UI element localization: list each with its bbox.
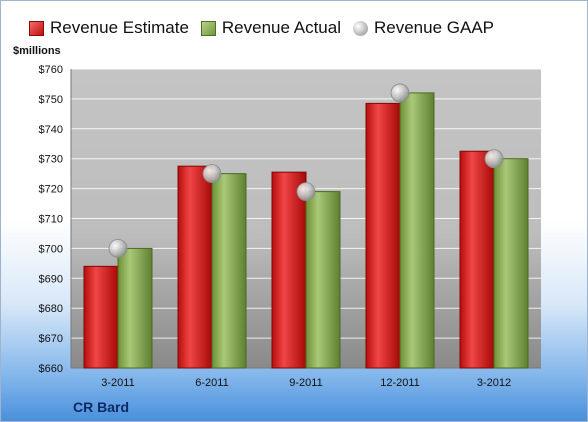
marker-revenue-gaap [296, 182, 316, 201]
marker-revenue-gaap [390, 83, 410, 103]
bar-revenue-estimate [459, 150, 495, 369]
y-axis-unit-label: $millions [13, 45, 61, 57]
x-axis-ticks: 3-2011 6-2011 9-2011 12-2011 3-2012 [101, 377, 511, 389]
bar-revenue-actual [305, 191, 341, 369]
marker-revenue-gaap [484, 149, 504, 169]
y-tick-label: $670 [39, 333, 63, 345]
x-tick-label: 3-2012 [477, 377, 511, 389]
legend-item-actual: Revenue Actual [200, 18, 341, 38]
bar-revenue-estimate [271, 171, 307, 369]
y-axis-ticks: $660 $670 $680 $690 $700 $710 $720 $730 $740 $750… [39, 64, 63, 375]
x-tick-label: 9-2011 [289, 377, 322, 389]
gaap-markers [108, 83, 504, 258]
y-tick-label: $710 [39, 214, 63, 226]
y-tick-label: $700 [39, 243, 63, 255]
bar-revenue-estimate [177, 165, 213, 369]
legend: Revenue Estimate Revenue Actual Revenue … [29, 15, 506, 41]
bar-revenue-actual [493, 158, 529, 369]
x-tick-label: 6-2011 [195, 377, 228, 389]
marker-revenue-gaap [108, 238, 128, 258]
marker-revenue-gaap [202, 164, 222, 184]
legend-label-estimate: Revenue Estimate [50, 18, 189, 37]
legend-item-gaap: Revenue GAAP [353, 18, 494, 38]
bar-revenue-actual [211, 173, 247, 369]
bar-revenue-estimate [365, 102, 401, 369]
company-name: CR Bard [73, 399, 130, 415]
legend-swatch-gaap [353, 20, 368, 36]
legend-swatch-estimate [29, 20, 44, 36]
legend-label-gaap: Revenue GAAP [374, 18, 495, 37]
y-tick-label: $760 [39, 64, 63, 76]
y-tick-label: $680 [39, 303, 63, 315]
x-tick-label: 3-2011 [101, 377, 134, 389]
x-tick-label: 12-2011 [380, 377, 420, 389]
legend-label-actual: Revenue Actual [221, 18, 341, 37]
bar-revenue-estimate [83, 265, 119, 369]
y-tick-label: $690 [39, 273, 63, 285]
bar-revenue-actual [117, 247, 153, 369]
legend-swatch-actual [200, 20, 216, 36]
y-tick-label: $720 [39, 184, 63, 196]
legend-item-estimate: Revenue Estimate [29, 18, 189, 38]
bars-group [83, 92, 529, 369]
bar-revenue-actual [399, 92, 435, 369]
y-tick-label: $750 [39, 94, 63, 106]
y-tick-label: $660 [39, 363, 63, 375]
y-tick-label: $740 [39, 124, 63, 136]
y-tick-label: $730 [39, 154, 63, 166]
